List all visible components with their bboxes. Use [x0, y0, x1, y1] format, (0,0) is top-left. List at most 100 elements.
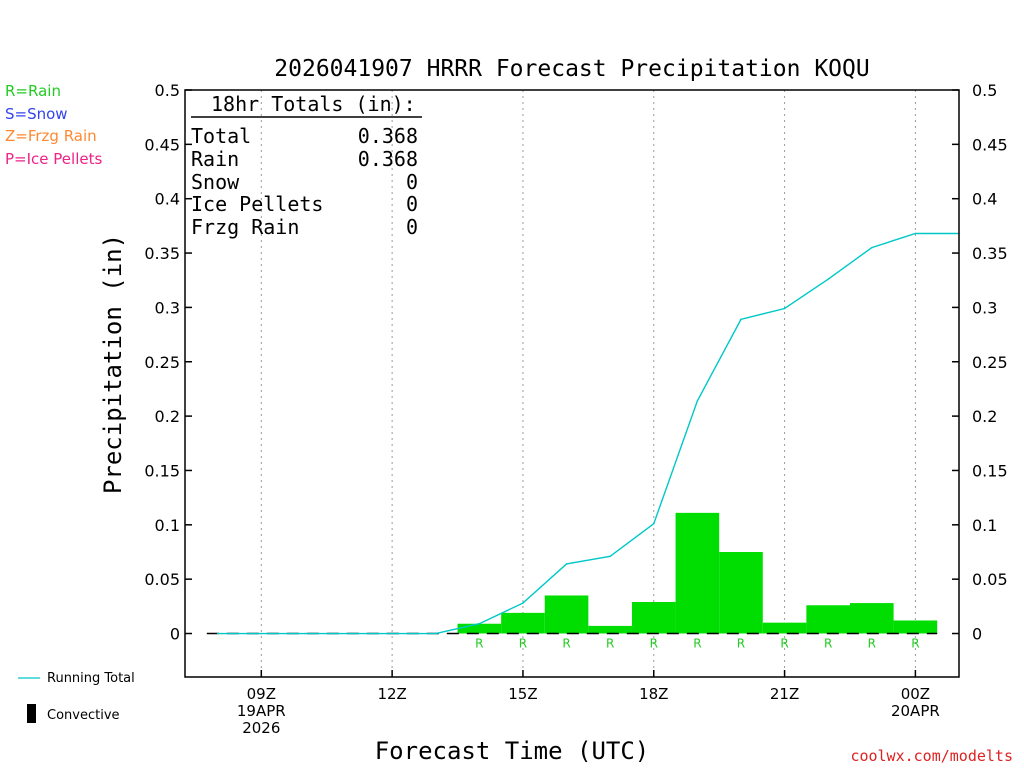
running-total-point [609, 555, 611, 558]
ptype-mark: R [650, 637, 658, 651]
convective-legend-label: Convective [47, 708, 120, 723]
running-total-point [565, 563, 568, 565]
series-legend: Running Total Convective [18, 671, 135, 723]
y-tick-label-right: 0.45 [972, 135, 1008, 154]
y-tick-label-left: 0.45 [144, 135, 180, 154]
x-tick-label: 2026 [242, 719, 280, 737]
running-total-point [827, 278, 829, 280]
running-total-point [914, 232, 917, 235]
y-tick-label-left: 0.05 [144, 570, 180, 589]
precip-bar [849, 603, 894, 634]
plot-frame [184, 89, 960, 678]
x-tick-label: 19APR [237, 702, 286, 720]
precip-bar [588, 625, 632, 634]
y-tick-label-right: 0.3 [972, 298, 997, 317]
precip-bar [893, 620, 938, 634]
y-tick-label-right: 0 [972, 625, 982, 644]
totals-frzg-rain-value: 0 [406, 215, 418, 239]
totals-header: 18hr Totals (in): [211, 92, 416, 116]
totals-ice-pellets-value: 0 [406, 192, 418, 216]
totals-frzg-rain-label: Frzg Rain [191, 215, 299, 239]
ptype-mark: R [824, 637, 832, 651]
running-total-series [216, 232, 960, 635]
precip-bar [457, 623, 502, 634]
y-tick-label-right: 0.05 [972, 570, 1008, 589]
x-axis-label: Forecast Time (UTC) [375, 737, 650, 765]
running-total-point [391, 632, 393, 635]
y-tick-label-right: 0.4 [972, 190, 997, 209]
y-tick-label-left: 0.3 [155, 298, 180, 317]
precip-bar [762, 622, 807, 634]
running-total-point [478, 622, 481, 625]
running-total-point [870, 246, 873, 249]
y-tick-label-right: 0.15 [972, 461, 1008, 480]
running-total-point [696, 400, 699, 402]
ptype-mark: R [606, 637, 614, 651]
y-ticks-right: 0 0.05 0.1 0.15 0.2 0.25 0.3 0.35 0.4 0.45 0.5 [952, 81, 1008, 644]
running-total-point [783, 307, 786, 310]
bars [457, 512, 938, 634]
x-tick-label: 21Z [770, 685, 799, 703]
totals-ice-pellets-label: Ice Pellets [191, 192, 323, 216]
totals-snow-label: Snow [191, 170, 240, 194]
ptype-mark: R [737, 637, 745, 651]
totals-snow-value: 0 [406, 170, 418, 194]
y-tick-label-left: 0.4 [155, 190, 180, 209]
totals-rain-value: 0.368 [358, 147, 418, 171]
totals-total-value: 0.368 [358, 124, 418, 148]
ptype-mark: R [475, 637, 483, 651]
running-total-point [347, 632, 350, 635]
running-total-point [216, 632, 219, 635]
y-tick-label-left: 0 [170, 625, 180, 644]
y-axis-label: Precipitation (in) [99, 234, 127, 494]
grid-lines [260, 90, 916, 677]
y-tick-label-left: 0.2 [155, 407, 180, 426]
running-total-point [522, 602, 524, 604]
x-tick-label: 15Z [508, 685, 537, 703]
y-tick-label-right: 0.25 [972, 353, 1008, 372]
y-tick-label-left: 0.15 [144, 461, 180, 480]
precip-bar [719, 551, 763, 634]
ptype-mark: R [780, 637, 788, 651]
x-tick-label: 20APR [891, 702, 940, 720]
legend-rain: R=Rain [5, 82, 61, 100]
legend-snow: S=Snow [5, 105, 68, 123]
y-ticks-left: 0 0.05 0.1 0.15 0.2 0.25 0.3 0.35 0.4 0.45 0.5 [144, 81, 192, 644]
credit-link[interactable]: coolwx.com/modelts [850, 747, 1013, 765]
y-tick-label-right: 0.35 [972, 244, 1008, 263]
chart-title: 2026041907 HRRR Forecast Precipitation K… [274, 56, 869, 82]
x-tick-label: 18Z [639, 685, 668, 703]
ptype-mark: R [911, 637, 919, 651]
ptype-legend: R=Rain S=Snow Z=Frzg Rain P=Ice Pellets [5, 82, 102, 168]
precip-bar [501, 612, 545, 634]
running-total-point [652, 522, 655, 525]
legend-ice-pellets: P=Ice Pellets [5, 150, 102, 168]
totals-rain-label: Rain [191, 147, 239, 171]
precip-bar [675, 512, 720, 634]
legend-frzg-rain: Z=Frzg Rain [5, 127, 97, 145]
running-total-point [434, 632, 437, 635]
y-tick-label-left: 0.25 [144, 353, 180, 372]
x-tick-label: 12Z [377, 685, 406, 703]
y-tick-label-right: 0.1 [972, 516, 997, 535]
x-tick-label: 00Z [901, 685, 930, 703]
totals-total-label: Total [191, 124, 251, 148]
precip-bar [544, 595, 589, 634]
running-total-line [217, 232, 959, 635]
y-tick-label-left: 0.1 [155, 516, 180, 535]
ptype-mark: R [693, 637, 701, 651]
x-tick-label: 09Z [247, 685, 276, 703]
ptype-mark: R [868, 637, 876, 651]
running-total-legend-label: Running Total [47, 671, 135, 686]
precip-bar [806, 605, 850, 634]
running-total-point [740, 318, 742, 321]
y-tick-label-left: 0.35 [144, 244, 180, 263]
y-tick-label-left: 0.5 [155, 81, 180, 100]
ptype-mark: R [562, 637, 570, 651]
ptype-mark: R [519, 637, 527, 651]
running-total-point [304, 632, 306, 635]
y-tick-label-right: 0.2 [972, 407, 997, 426]
